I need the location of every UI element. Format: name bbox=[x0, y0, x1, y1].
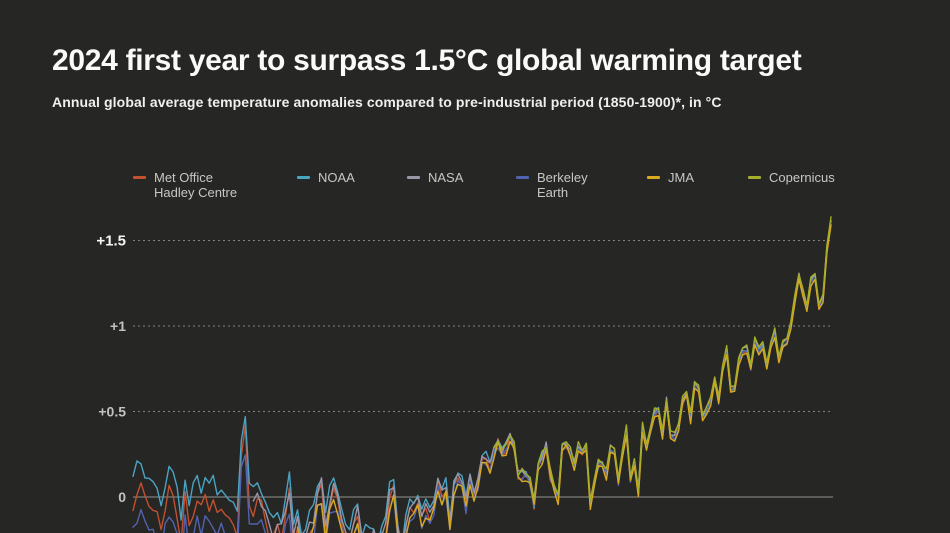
legend-label: JMA bbox=[668, 170, 694, 185]
legend-item-met-office-hadley-centre: Met Office Hadley Centre bbox=[133, 170, 237, 200]
legend-swatch-nasa bbox=[407, 176, 420, 179]
legend-swatch-copernicus bbox=[748, 176, 761, 179]
chart-subtitle: Annual global average temperature anomal… bbox=[52, 94, 722, 110]
series-line-copernicus bbox=[493, 216, 832, 501]
series-line-jma bbox=[296, 224, 832, 533]
legend-item-copernicus: Copernicus bbox=[748, 170, 835, 185]
series-line-noaa bbox=[132, 220, 832, 533]
y-tick-label-1: +1 bbox=[110, 318, 126, 334]
legend-swatch-jma bbox=[647, 176, 660, 179]
page-title: 2024 first year to surpass 1.5°C global … bbox=[52, 44, 802, 77]
y-tick-label-0: 0 bbox=[118, 489, 126, 505]
series-line-nasa bbox=[252, 220, 832, 533]
legend-label: NASA bbox=[428, 170, 464, 185]
legend-item-berkeley-earth: Berkeley Earth bbox=[516, 170, 588, 200]
legend-swatch-noaa bbox=[297, 176, 310, 179]
legend-label: Berkeley Earth bbox=[537, 170, 588, 200]
legend-item-noaa: NOAA bbox=[297, 170, 355, 185]
y-tick-label-0-5: +0.5 bbox=[98, 404, 126, 420]
y-tick-label-1-5: +1.5 bbox=[96, 233, 126, 250]
legend-swatch-met-office-hadley-centre bbox=[133, 176, 146, 179]
series-line-met-office-hadley-centre bbox=[132, 224, 832, 533]
legend-item-nasa: NASA bbox=[407, 170, 463, 185]
legend-item-jma: JMA bbox=[647, 170, 694, 185]
legend-label: NOAA bbox=[318, 170, 355, 185]
legend-swatch-berkeley-earth bbox=[516, 176, 529, 179]
legend-label: Met Office Hadley Centre bbox=[154, 170, 238, 200]
series-line-berkeley-earth bbox=[132, 221, 832, 533]
legend-label: Copernicus bbox=[769, 170, 835, 185]
